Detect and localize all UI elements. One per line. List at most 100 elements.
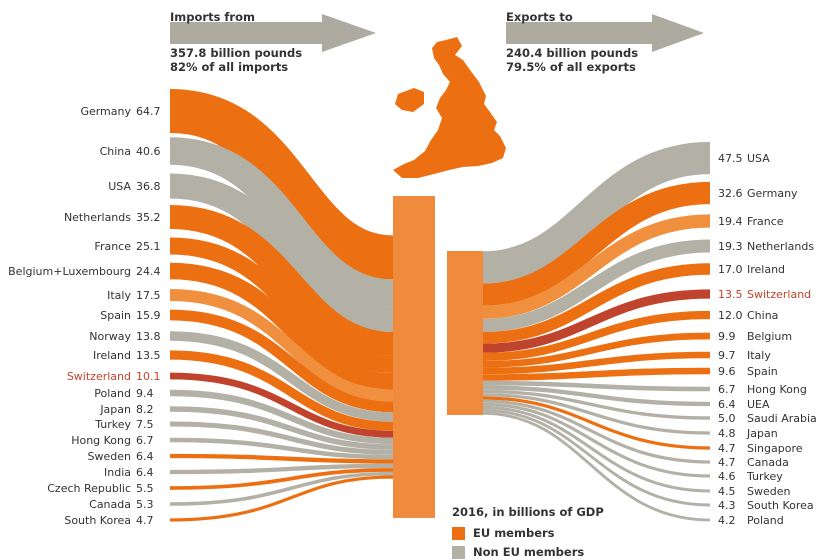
import-country-label: Poland — [94, 387, 131, 400]
export-value-label: 4.5 — [718, 485, 736, 498]
export-flow-italy — [482, 351, 711, 375]
export-country-label: Germany — [747, 187, 798, 200]
import-value-label: 40.6 — [136, 145, 161, 158]
import-country-label: Spain — [100, 309, 131, 322]
export-flow-ireland — [482, 263, 711, 344]
export-value-label: 6.4 — [718, 398, 736, 411]
import-flow-spain — [169, 309, 394, 413]
export-country-label: France — [747, 215, 784, 228]
legend-eu-swatch — [452, 526, 465, 540]
import-value-label: 10.1 — [136, 370, 161, 383]
export-value-label: 5.0 — [718, 412, 736, 425]
import-country-label: Ireland — [93, 349, 131, 362]
export-flow-netherlands — [482, 239, 711, 333]
export-flow-saudi-arabia — [482, 389, 711, 420]
export-country-label: Italy — [747, 349, 771, 362]
import-flow-hong-kong — [169, 437, 394, 460]
export-flow-canada — [482, 399, 711, 464]
uk-imports-hub — [393, 196, 435, 518]
import-country-label: China — [100, 145, 131, 158]
export-country-label: USA — [747, 152, 770, 165]
exports-share: 79.5% of all exports — [506, 60, 636, 74]
import-country-label: Japan — [99, 403, 131, 416]
import-flow-germany — [168, 89, 395, 280]
import-country-label: USA — [108, 180, 131, 193]
export-flow-poland — [482, 411, 711, 522]
legend-eu: EU members — [452, 526, 555, 540]
export-flow-switzerland — [482, 289, 711, 353]
import-country-label: Hong Kong — [71, 434, 131, 447]
import-flow-sweden — [169, 453, 394, 464]
import-value-label: 15.9 — [136, 309, 161, 322]
export-value-label: 4.3 — [718, 499, 736, 512]
legend-non-eu-swatch — [452, 545, 465, 559]
import-value-label: 6.4 — [136, 450, 154, 463]
export-value-label: 9.6 — [718, 365, 736, 378]
exports-heading: Exports to — [506, 10, 573, 24]
import-value-label: 4.7 — [136, 514, 154, 527]
import-flow-italy — [169, 289, 394, 402]
export-value-label: 12.0 — [718, 309, 743, 322]
import-flow-ireland — [169, 350, 394, 431]
exports-labels: 47.5 USA 32.6 Germany 19.4 France 19.3 Netherla… — [718, 152, 817, 527]
import-country-label: India — [104, 466, 131, 479]
export-country-label: UEA — [747, 398, 770, 411]
export-country-label: Belgium — [747, 330, 792, 343]
import-country-label: Czech Republic — [47, 482, 131, 495]
export-flow-turkey — [482, 402, 711, 478]
import-flow-norway — [169, 331, 394, 422]
import-flow-france — [169, 237, 394, 374]
export-flow-japan — [482, 393, 711, 435]
export-country-label: Poland — [747, 514, 784, 527]
imports-arrow — [170, 14, 376, 52]
export-country-label: Sweden — [747, 485, 790, 498]
import-value-label: 5.3 — [136, 498, 154, 511]
import-value-label: 24.4 — [136, 265, 161, 278]
import-country-label: South Korea — [64, 514, 131, 527]
import-value-label: 35.2 — [136, 211, 161, 224]
export-value-label: 4.7 — [718, 456, 736, 469]
export-value-label: 13.5 — [718, 288, 743, 301]
import-country-label: Sweden — [88, 450, 131, 463]
import-value-label: 8.2 — [136, 403, 154, 416]
import-value-label: 6.4 — [136, 466, 154, 479]
exports-total: 240.4 billion pounds — [506, 46, 639, 60]
export-value-label: 4.6 — [718, 470, 736, 483]
import-flow-japan — [169, 406, 394, 450]
export-flow-usa — [482, 141, 711, 284]
import-value-label: 17.5 — [136, 289, 161, 302]
import-flow-turkey — [169, 421, 394, 455]
import-country-label: Italy — [107, 289, 131, 302]
import-flow-china — [169, 137, 394, 307]
exports-arrow — [506, 14, 704, 52]
export-country-label: Switzerland — [747, 288, 811, 301]
imports-share: 82% of all imports — [170, 60, 289, 74]
import-value-label: 9.4 — [136, 387, 154, 400]
import-flow-canada — [169, 471, 394, 506]
legend-title: 2016, in billions of GDP — [452, 505, 604, 519]
import-value-label: 13.8 — [136, 330, 161, 343]
legend-non-eu-label: Non EU members — [473, 545, 585, 559]
import-flow-czech-republic — [169, 468, 394, 490]
export-country-label: Canada — [747, 456, 789, 469]
import-country-label: Belgium+Luxembourg — [8, 265, 131, 278]
import-flow-poland — [169, 389, 394, 445]
export-flow-china — [482, 310, 711, 361]
export-value-label: 4.2 — [718, 514, 736, 527]
export-flow-south-korea — [482, 408, 711, 507]
export-country-label: Hong Kong — [747, 383, 807, 396]
export-country-label: South Korea — [747, 499, 814, 512]
import-flow-india — [169, 463, 394, 475]
export-value-label: 47.5 — [718, 152, 743, 165]
export-country-label: Saudi Arabia — [747, 412, 817, 425]
export-value-label: 6.7 — [718, 383, 736, 396]
import-value-label: 64.7 — [136, 105, 161, 118]
import-country-label: Switzerland — [67, 370, 131, 383]
export-country-label: Japan — [746, 427, 778, 440]
import-value-label: 36.8 — [136, 180, 161, 193]
import-flow-belgium-luxembourg — [169, 262, 394, 390]
imports-heading: Imports from — [170, 10, 255, 24]
export-flow-spain — [482, 367, 711, 381]
